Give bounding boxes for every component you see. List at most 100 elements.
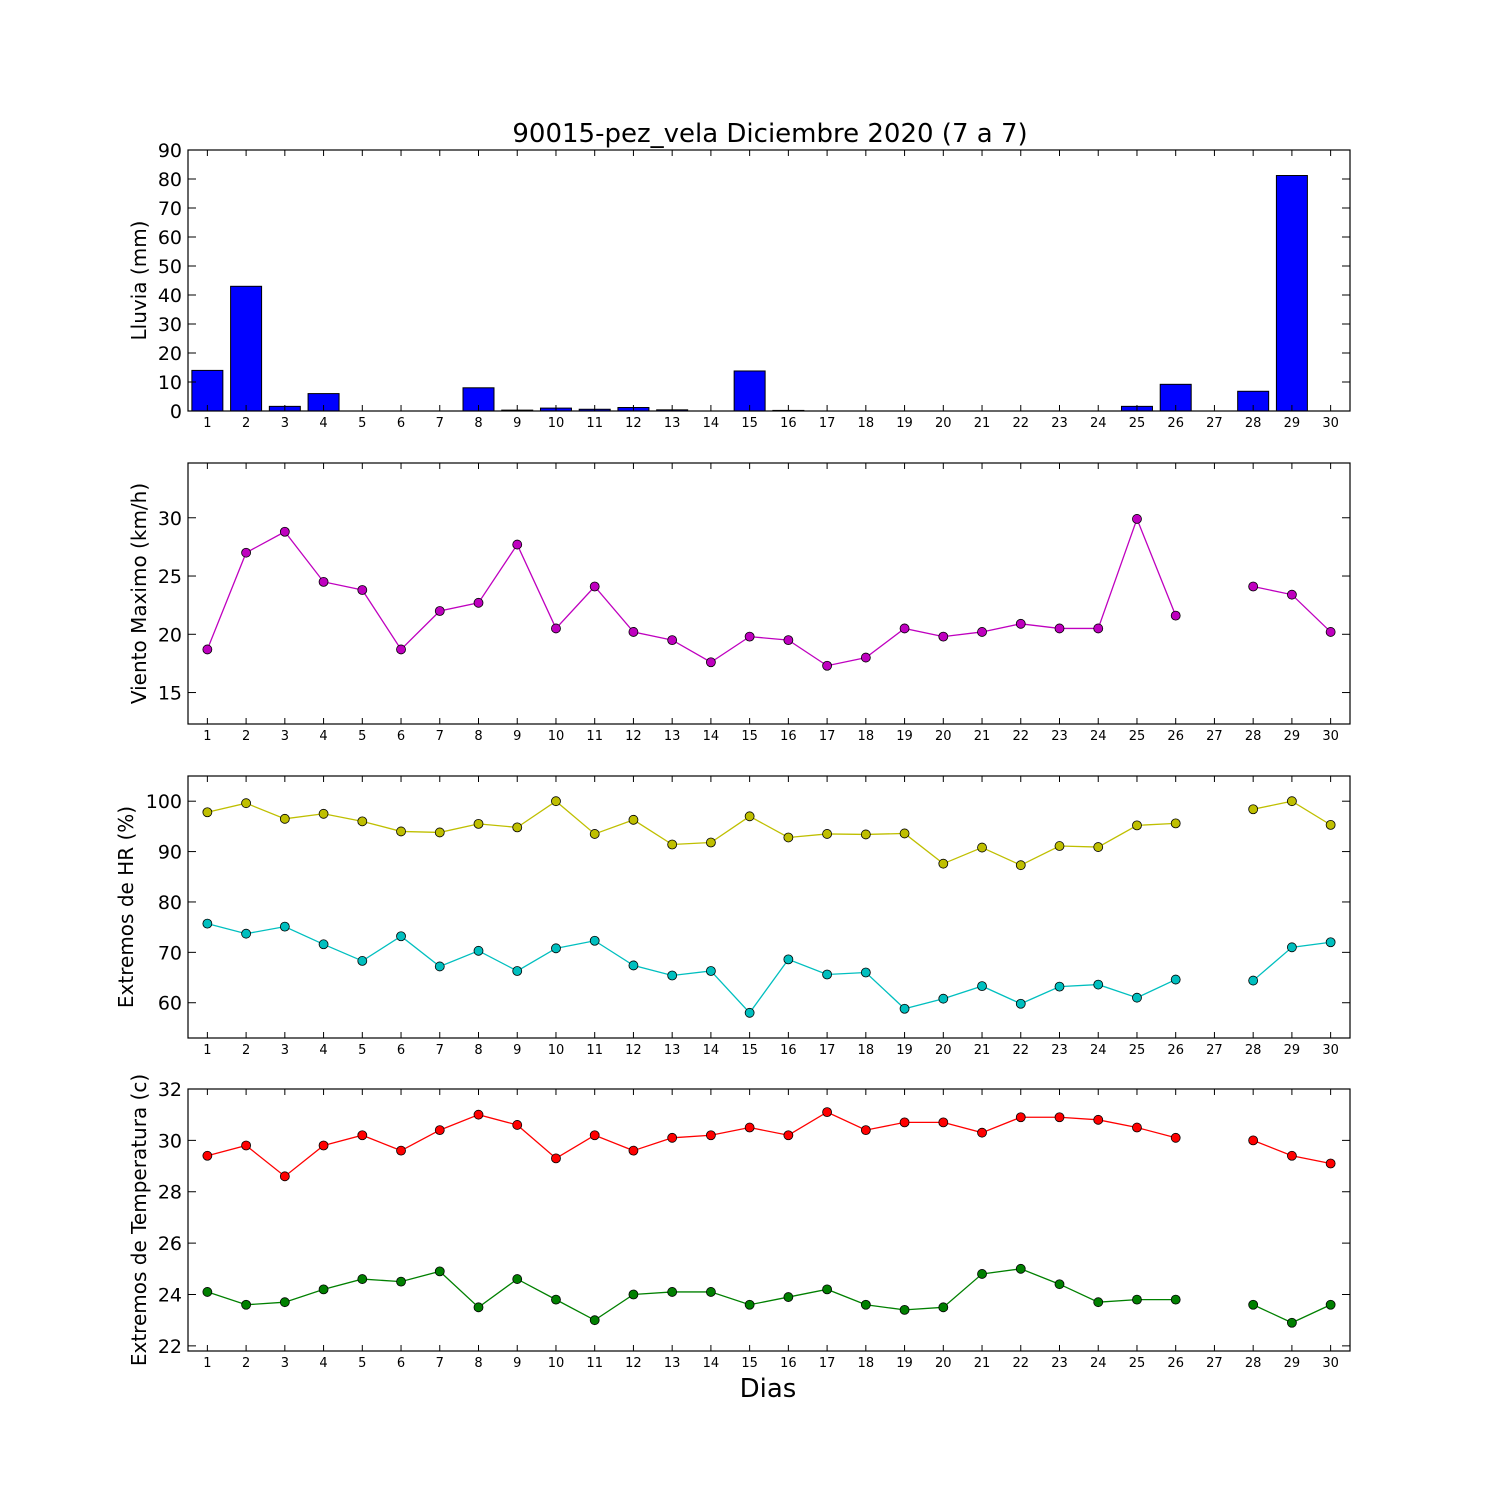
- x-tick-label: 25: [1129, 1356, 1146, 1371]
- y-axis-label: Lluvia (mm): [127, 221, 151, 341]
- x-tick-label: 8: [474, 729, 482, 744]
- data-point: [1015, 860, 1026, 871]
- data-point: [706, 837, 716, 848]
- x-tick-label: 23: [1051, 1043, 1068, 1058]
- data-point: [938, 1302, 949, 1313]
- data-point: [589, 829, 600, 839]
- x-tick-label: 18: [858, 729, 875, 744]
- rain-bar: [733, 370, 766, 412]
- data-point: [744, 631, 755, 642]
- x-tick-label: 22: [1012, 1043, 1029, 1058]
- data-point: [512, 966, 523, 976]
- x-tick-label: 30: [1322, 416, 1339, 431]
- plot-frame: [187, 149, 1351, 412]
- x-tick-label: 25: [1129, 1043, 1146, 1058]
- x-tick-label: 11: [586, 1043, 603, 1058]
- x-tick-label: 6: [397, 729, 405, 744]
- x-tick-label: 16: [780, 1356, 797, 1371]
- x-tick-label: 7: [436, 1043, 444, 1058]
- y-tick-label: 80: [158, 892, 182, 914]
- data-point: [202, 918, 213, 929]
- y-tick-label: 32: [158, 1079, 182, 1101]
- x-tick-label: 17: [819, 1043, 836, 1058]
- chart-title: 90015-pez_vela Diciembre 2020 (7 a 7): [512, 119, 1027, 149]
- x-tick-label: 10: [548, 416, 565, 431]
- x-tick-label: 16: [780, 729, 797, 744]
- x-tick-label: 8: [474, 416, 482, 431]
- y-tick-label: 22: [158, 1336, 182, 1358]
- y-tick-label: 26: [158, 1233, 182, 1255]
- x-tick-label: 26: [1167, 729, 1184, 744]
- data-point: [1248, 581, 1259, 592]
- x-tick-label: 10: [548, 1356, 565, 1371]
- x-tick-label: 6: [397, 1043, 405, 1058]
- data-point: [202, 1150, 213, 1161]
- x-tick-label: 22: [1012, 729, 1029, 744]
- data-point: [1170, 818, 1181, 829]
- x-tick-label: 21: [974, 416, 991, 431]
- data-point: [667, 839, 678, 850]
- data-point: [1287, 1150, 1297, 1161]
- data-point: [744, 1007, 755, 1018]
- x-tick-label: 12: [625, 729, 642, 744]
- x-tick-label: 26: [1167, 416, 1184, 431]
- data-point: [1015, 1263, 1026, 1274]
- data-point: [279, 1297, 290, 1308]
- y-tick-label: 50: [158, 256, 182, 278]
- x-tick-label: 24: [1090, 729, 1107, 744]
- data-point: [667, 1287, 678, 1297]
- x-tick-label: 5: [358, 416, 366, 431]
- x-tick-label: 15: [741, 1043, 758, 1058]
- plot-frame: [187, 775, 1351, 1039]
- x-tick-label: 11: [586, 1356, 603, 1371]
- data-point: [628, 960, 639, 971]
- x-tick-label: 13: [664, 1356, 681, 1371]
- data-point: [1248, 1135, 1259, 1146]
- y-tick-label: 24: [158, 1284, 182, 1306]
- x-tick-label: 16: [780, 1043, 797, 1058]
- data-point: [1248, 975, 1259, 986]
- data-point: [241, 547, 252, 558]
- x-tick-label: 30: [1322, 1043, 1339, 1058]
- plot-frame: [187, 1088, 1351, 1352]
- x-tick-label: 21: [974, 729, 991, 744]
- x-tick-label: 25: [1129, 729, 1146, 744]
- x-tick-label: 17: [819, 416, 836, 431]
- x-tick-label: 29: [1284, 729, 1301, 744]
- data-point: [706, 1130, 716, 1141]
- x-tick-label: 14: [703, 1043, 720, 1058]
- x-tick-label: 20: [935, 1043, 952, 1058]
- data-point: [822, 969, 832, 980]
- data-point: [551, 1153, 561, 1164]
- data-point: [473, 1302, 484, 1313]
- x-tick-label: 3: [281, 729, 289, 744]
- x-tick-label: 18: [858, 416, 875, 431]
- data-point: [1248, 1299, 1259, 1310]
- y-tick-label: 0: [170, 401, 182, 423]
- data-point: [512, 539, 523, 550]
- data-point: [977, 842, 987, 853]
- data-point: [822, 660, 832, 671]
- data-point: [1093, 623, 1104, 634]
- data-point: [434, 961, 445, 972]
- x-tick-label: 15: [741, 1356, 758, 1371]
- x-tick-label: 14: [703, 416, 720, 431]
- series-line: [207, 1111, 1176, 1178]
- x-tick-label: 13: [664, 1043, 681, 1058]
- data-point: [1015, 998, 1026, 1009]
- data-point: [512, 1274, 523, 1284]
- data-point: [473, 597, 484, 608]
- x-tick-label: 9: [513, 1356, 521, 1371]
- x-tick-label: 22: [1012, 1356, 1029, 1371]
- data-point: [318, 939, 329, 950]
- data-point: [1093, 842, 1104, 852]
- y-tick-label: 15: [158, 683, 182, 705]
- x-tick-label: 4: [319, 416, 327, 431]
- data-point: [1325, 937, 1336, 948]
- data-point: [938, 631, 949, 642]
- data-point: [434, 1125, 445, 1135]
- y-axis-label: Extremos de HR (%): [114, 806, 138, 1008]
